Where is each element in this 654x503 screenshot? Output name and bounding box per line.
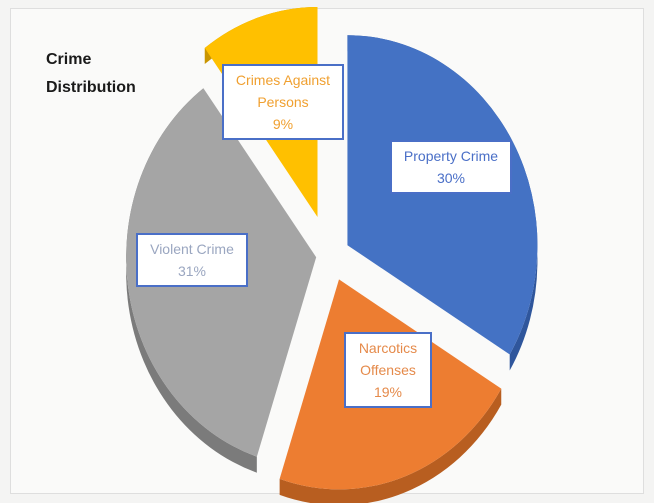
- data-label-name: Crimes Against Persons: [235, 72, 331, 110]
- pie-slice-side-violent-crime: [126, 88, 257, 473]
- chart-title: Crime Distribution: [46, 46, 176, 102]
- data-label-percent: 30%: [436, 170, 466, 186]
- chart-title-line-2: Distribution: [46, 79, 136, 96]
- data-label-percent: 31%: [177, 263, 207, 279]
- data-label-crimes-against-persons: Crimes Against Persons 9%: [222, 64, 344, 140]
- pie-slice-property-crime: [347, 35, 538, 355]
- data-label-percent: 19%: [373, 384, 403, 400]
- data-label-name: Property Crime: [403, 148, 499, 164]
- data-label-percent: 9%: [272, 116, 294, 132]
- pie-slice-side-narcotics-offenses: [279, 388, 502, 503]
- chart-title-line-1: Crime: [46, 51, 92, 68]
- data-label-name: Narcotics Offenses: [358, 340, 418, 378]
- data-label-narcotics-offenses: Narcotics Offenses 19%: [344, 332, 432, 408]
- data-label-violent-crime: Violent Crime 31%: [136, 233, 248, 287]
- data-label-property-crime: Property Crime 30%: [390, 140, 512, 194]
- data-label-name: Violent Crime: [150, 241, 234, 257]
